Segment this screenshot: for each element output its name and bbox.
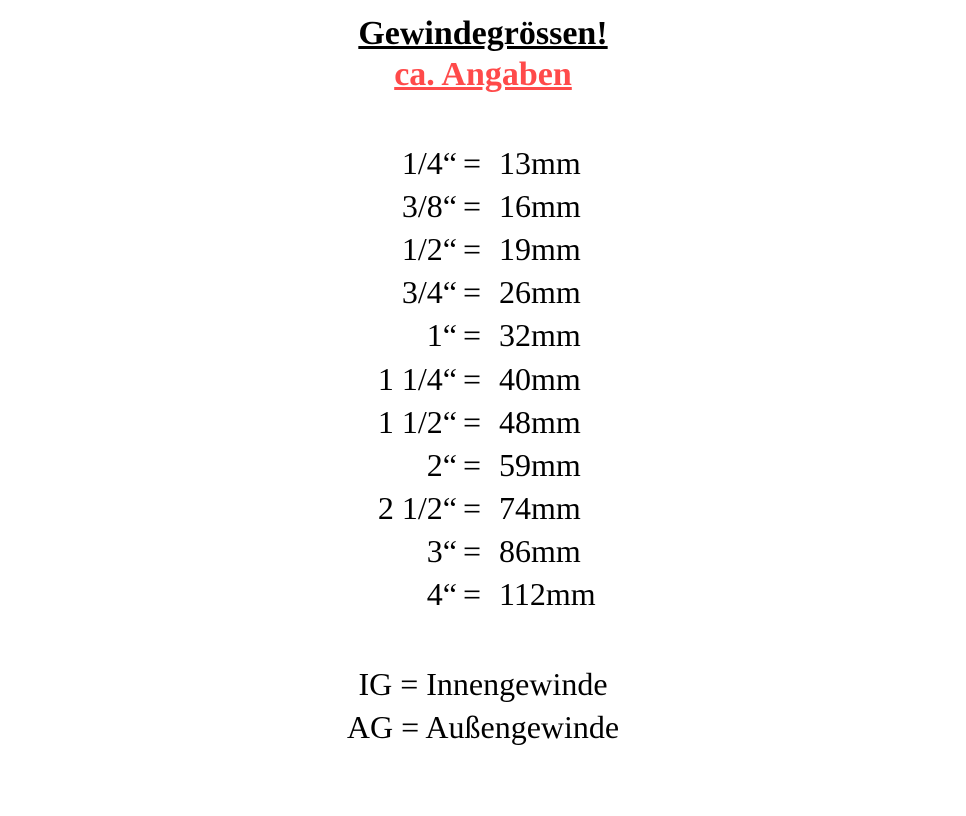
thread-size-table: 1/4“ = 13mm 3/8“ = 16mm 1/2“ = 19mm 3/4“… <box>337 142 629 617</box>
size-inch: 1/2“ <box>337 228 463 271</box>
size-mm: 32mm <box>499 314 629 357</box>
size-mm: 86mm <box>499 530 629 573</box>
table-row: 1 1/2“ = 48mm <box>337 401 629 444</box>
page-title: Gewindegrössen! <box>0 14 966 55</box>
size-inch: 1/4“ <box>337 142 463 185</box>
equals-sign: = <box>463 530 499 573</box>
size-inch: 1“ <box>337 314 463 357</box>
equals-sign: = <box>463 444 499 487</box>
table-row: 1/2“ = 19mm <box>337 228 629 271</box>
legend: IG = Innengewinde AG = Außengewinde <box>0 663 966 749</box>
size-mm: 19mm <box>499 228 629 271</box>
equals-sign: = <box>463 185 499 228</box>
size-mm: 59mm <box>499 444 629 487</box>
size-inch: 3/4“ <box>337 271 463 314</box>
size-mm: 112mm <box>499 573 629 616</box>
equals-sign: = <box>463 573 499 616</box>
legend-line-ag: AG = Außengewinde <box>0 706 966 749</box>
equals-sign: = <box>463 271 499 314</box>
table-row: 1/4“ = 13mm <box>337 142 629 185</box>
size-inch: 4“ <box>337 573 463 616</box>
table-row: 2 1/2“ = 74mm <box>337 487 629 530</box>
table-row: 3/8“ = 16mm <box>337 185 629 228</box>
size-mm: 74mm <box>499 487 629 530</box>
size-inch: 3/8“ <box>337 185 463 228</box>
page-subtitle: ca. Angaben <box>0 55 966 96</box>
equals-sign: = <box>463 487 499 530</box>
size-inch: 3“ <box>337 530 463 573</box>
size-mm: 16mm <box>499 185 629 228</box>
legend-line-ig: IG = Innengewinde <box>0 663 966 706</box>
table-row: 4“ = 112mm <box>337 573 629 616</box>
size-inch: 2“ <box>337 444 463 487</box>
equals-sign: = <box>463 401 499 444</box>
size-mm: 26mm <box>499 271 629 314</box>
size-mm: 13mm <box>499 142 629 185</box>
size-mm: 40mm <box>499 358 629 401</box>
table-row: 3/4“ = 26mm <box>337 271 629 314</box>
equals-sign: = <box>463 358 499 401</box>
equals-sign: = <box>463 228 499 271</box>
equals-sign: = <box>463 314 499 357</box>
table-row: 3“ = 86mm <box>337 530 629 573</box>
size-mm: 48mm <box>499 401 629 444</box>
table-row: 1 1/4“ = 40mm <box>337 358 629 401</box>
page: Gewindegrössen! ca. Angaben 1/4“ = 13mm … <box>0 0 966 816</box>
size-inch: 1 1/2“ <box>337 401 463 444</box>
size-inch: 2 1/2“ <box>337 487 463 530</box>
equals-sign: = <box>463 142 499 185</box>
table-row: 2“ = 59mm <box>337 444 629 487</box>
size-inch: 1 1/4“ <box>337 358 463 401</box>
table-row: 1“ = 32mm <box>337 314 629 357</box>
